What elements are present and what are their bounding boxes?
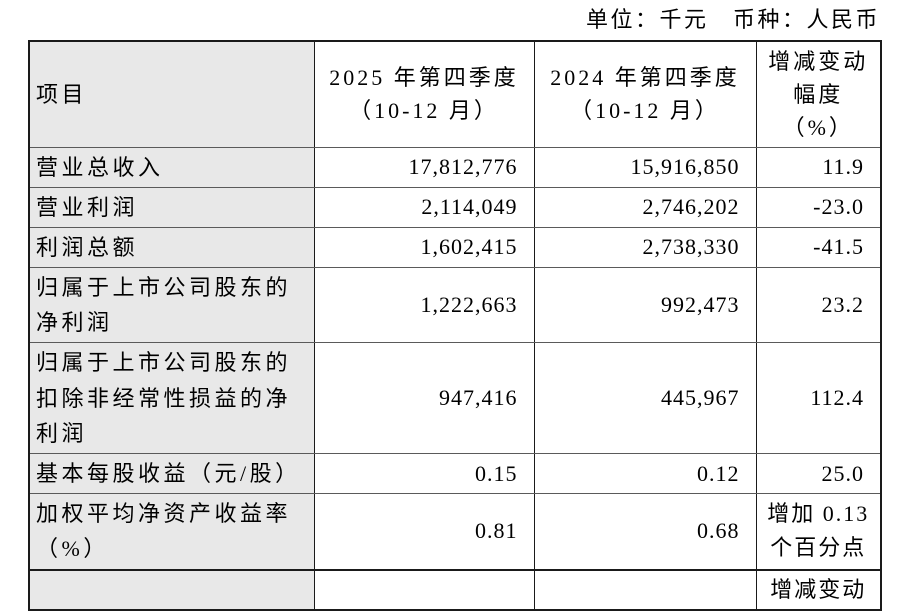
cell-q2025: 0.15 [313, 452, 535, 495]
cell-q2024: 0.12 [533, 452, 757, 495]
cell-q2025: 2,114,049 [313, 186, 535, 228]
table-row: 利润总额 1,602,415 2,738,330 -41.5 [28, 226, 882, 269]
cell-change: 增加 0.13 个百分点 [755, 493, 882, 571]
table-row: 归属于上市公司股东的 净利润 1,222,663 992,473 23.2 [28, 267, 882, 344]
cell-change: 25.0 [755, 452, 882, 495]
cell-q2025: 0.81 [313, 493, 535, 571]
header-change-pct: 增减变动 幅度 （%） [755, 40, 882, 148]
cell-item: 利润总额 [28, 226, 315, 269]
partial-next-table-row: 增减变动 [28, 568, 882, 611]
cell-q2024: 15,916,850 [533, 146, 757, 188]
unit-currency-label: 单位：千元 币种：人民币 [585, 7, 880, 32]
cell-change: -41.5 [755, 226, 882, 269]
table-header-row: 项目 2025 年第四季度 （10-12 月） 2024 年第四季度 （10-1… [28, 40, 882, 148]
cell-q2025: 17,812,776 [313, 146, 535, 188]
cell-q2024: 2,746,202 [533, 186, 757, 228]
table-row: 基本每股收益（元/股） 0.15 0.12 25.0 [28, 452, 882, 495]
cell-item: 归属于上市公司股东的 扣除非经常性损益的净 利润 [28, 342, 315, 454]
cell-item: 加权平均净资产收益率 （%） [28, 493, 315, 571]
cell-q2024: 992,473 [533, 267, 757, 344]
cell-change: 23.2 [755, 267, 882, 344]
cell-q2024: 445,967 [533, 342, 757, 454]
report-page: { "meta": { "unit_label": "单位：千元 币种：人民币"… [28, 7, 882, 611]
table-row: 归属于上市公司股东的 扣除非经常性损益的净 利润 947,416 445,967… [28, 342, 882, 454]
quarterly-results-table: 项目 2025 年第四季度 （10-12 月） 2024 年第四季度 （10-1… [28, 40, 882, 611]
cell-q2024: 2,738,330 [533, 226, 757, 269]
header-item: 项目 [28, 40, 315, 148]
table-row: 营业利润 2,114,049 2,746,202 -23.0 [28, 186, 882, 228]
table-row: 营业总收入 17,812,776 15,916,850 11.9 [28, 146, 882, 188]
cell-item [28, 568, 315, 611]
cell-q2025 [313, 568, 535, 611]
cell-q2025: 1,602,415 [313, 226, 535, 269]
cell-item: 归属于上市公司股东的 净利润 [28, 267, 315, 344]
cell-item: 基本每股收益（元/股） [28, 452, 315, 495]
cell-change: 112.4 [755, 342, 882, 454]
cell-change: 11.9 [755, 146, 882, 188]
cell-q2024 [533, 568, 757, 611]
header-q4-2024: 2024 年第四季度 （10-12 月） [533, 40, 757, 148]
cell-change-clipped: 增减变动 [755, 568, 882, 611]
cell-q2024: 0.68 [533, 493, 757, 571]
cell-item: 营业总收入 [28, 146, 315, 188]
cell-q2025: 1,222,663 [313, 267, 535, 344]
cell-item: 营业利润 [28, 186, 315, 228]
cell-q2025: 947,416 [313, 342, 535, 454]
cell-change: -23.0 [755, 186, 882, 228]
table-row: 加权平均净资产收益率 （%） 0.81 0.68 增加 0.13 个百分点 [28, 493, 882, 571]
header-q4-2025: 2025 年第四季度 （10-12 月） [313, 40, 535, 148]
